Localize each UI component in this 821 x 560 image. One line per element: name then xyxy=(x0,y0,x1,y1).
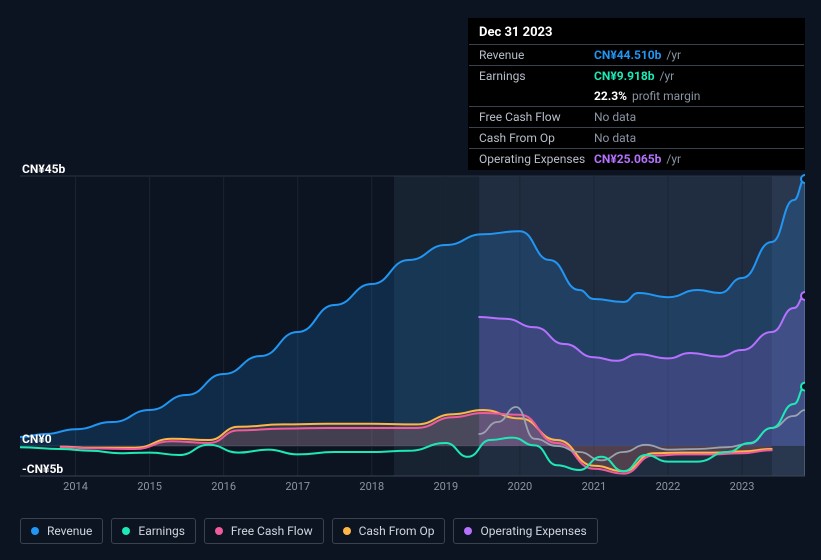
tooltip-row: Free Cash FlowNo data xyxy=(469,106,804,127)
x-axis-label: 2021 xyxy=(582,480,607,493)
tooltip-row: EarningsCN¥9.918b /yr xyxy=(469,65,804,86)
tooltip-row-value: No data xyxy=(594,131,794,145)
x-axis: 2014 2015 2016 2017 2018 2019 2020 2021 2022 2023 xyxy=(20,480,805,498)
y-axis-label: -CN¥5b xyxy=(22,462,63,476)
x-axis-label: 2018 xyxy=(359,480,384,493)
x-axis-label: 2023 xyxy=(730,480,755,493)
tooltip-row: 22.3% profit margin xyxy=(469,86,804,106)
tooltip-row-label: Free Cash Flow xyxy=(479,110,594,124)
tooltip-row-value: CN¥44.510b /yr xyxy=(594,48,794,62)
legend-label: Cash From Op xyxy=(359,524,435,538)
legend-label: Revenue xyxy=(47,524,92,538)
y-axis-label: CN¥45b xyxy=(22,162,65,176)
legend-item[interactable]: Revenue xyxy=(20,518,103,544)
tooltip-date: Dec 31 2023 xyxy=(469,19,804,44)
tooltip-row-label xyxy=(479,89,594,103)
x-axis-label: 2015 xyxy=(137,480,162,493)
legend-item[interactable]: Operating Expenses xyxy=(453,518,597,544)
tooltip-row-value: CN¥25.065b /yr xyxy=(594,152,794,166)
tooltip-row: RevenueCN¥44.510b /yr xyxy=(469,44,804,65)
legend-item[interactable]: Free Cash Flow xyxy=(204,518,324,544)
x-axis-label: 2014 xyxy=(63,480,88,493)
x-axis-label: 2017 xyxy=(285,480,310,493)
chart-tooltip: Dec 31 2023 RevenueCN¥44.510b /yrEarning… xyxy=(468,18,805,170)
tooltip-row-label: Cash From Op xyxy=(479,131,594,145)
x-axis-label: 2022 xyxy=(656,480,681,493)
legend-label: Free Cash Flow xyxy=(231,524,313,538)
tooltip-row-value: 22.3% profit margin xyxy=(594,89,794,103)
legend-dot-icon xyxy=(343,527,351,535)
legend-dot-icon xyxy=(464,527,472,535)
tooltip-row-label: Earnings xyxy=(479,69,594,83)
tooltip-row-label: Operating Expenses xyxy=(479,152,594,166)
legend: Revenue Earnings Free Cash Flow Cash From O… xyxy=(20,518,598,544)
y-axis-label: CN¥0 xyxy=(22,432,52,446)
legend-dot-icon xyxy=(31,527,39,535)
x-axis-label: 2019 xyxy=(433,480,458,493)
tooltip-row-value: CN¥9.918b /yr xyxy=(594,69,794,83)
tooltip-row: Cash From OpNo data xyxy=(469,127,804,148)
x-axis-label: 2020 xyxy=(508,480,533,493)
legend-dot-icon xyxy=(215,527,223,535)
tooltip-row-value: No data xyxy=(594,110,794,124)
legend-label: Operating Expenses xyxy=(480,524,586,538)
legend-item[interactable]: Earnings xyxy=(111,518,196,544)
tooltip-row: Operating ExpensesCN¥25.065b /yr xyxy=(469,148,804,169)
legend-dot-icon xyxy=(122,527,130,535)
x-axis-label: 2016 xyxy=(211,480,236,493)
legend-label: Earnings xyxy=(138,524,185,538)
legend-item[interactable]: Cash From Op xyxy=(332,518,446,544)
tooltip-row-label: Revenue xyxy=(479,48,594,62)
